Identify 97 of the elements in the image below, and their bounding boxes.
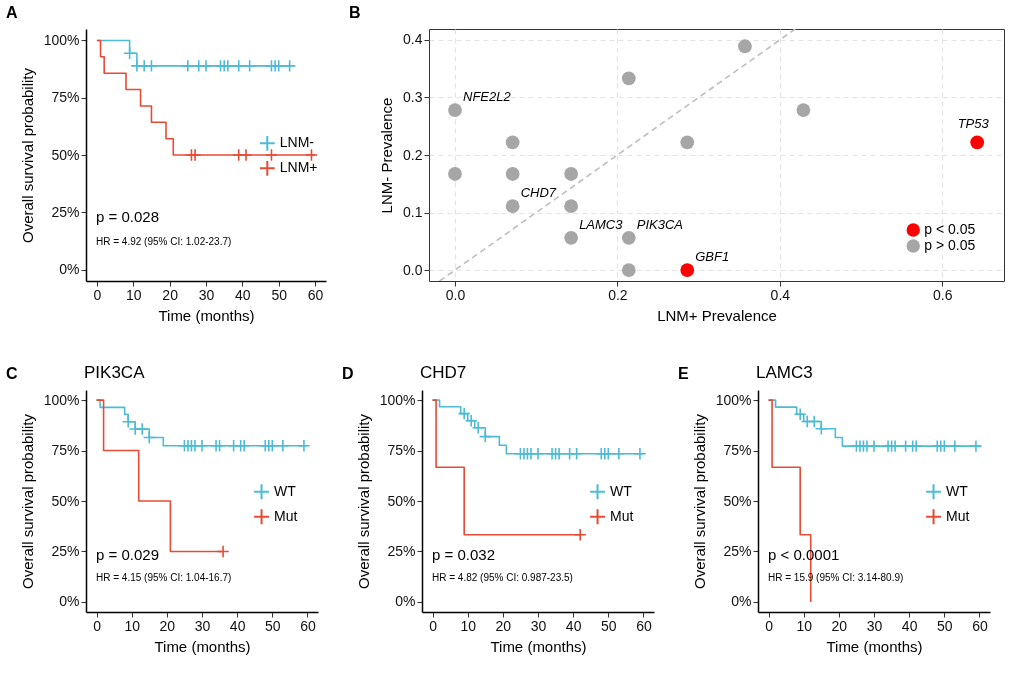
legend-label: WT (610, 482, 633, 499)
x-axis-title: Time (months) (158, 306, 255, 324)
y-axis-title: LNM- Prevalence (378, 97, 396, 214)
x-tick-label: 0 (765, 617, 774, 634)
text: D (342, 365, 354, 382)
annotation: NFE2L2 (462, 89, 512, 105)
y-tick-label: 75% (51, 442, 80, 459)
legend-label: LNM+ (279, 159, 318, 176)
x-tick-label: 0.0 (445, 286, 466, 303)
x-tick-label: 0 (93, 286, 102, 303)
y-tick-label: 0.1 (403, 204, 423, 221)
x-tick-label: 50 (265, 617, 281, 634)
y-tick-label: 25% (51, 542, 80, 559)
y-tick-label: 0% (395, 593, 416, 610)
y-tick-label: 50% (387, 492, 416, 509)
annotation: TP53 (957, 116, 990, 132)
x-tick-label: 20 (159, 617, 176, 634)
annotation: p = 0.032 (432, 546, 495, 564)
x-tick-label: 20 (162, 286, 179, 303)
x-axis-title: Time (months) (490, 637, 587, 655)
y-tick-label: 75% (387, 442, 416, 459)
y-tick-label: 0% (59, 593, 80, 610)
y-tick-label: 100% (43, 31, 80, 48)
legend-label: p > 0.05 (924, 237, 976, 254)
x-tick-label: 50 (601, 617, 617, 634)
y-tick-label: 50% (723, 492, 752, 509)
x-tick-label: 10 (124, 617, 141, 634)
x-tick-label: 50 (937, 617, 953, 634)
annotation: HR = 4.15 (95% CI: 1.04-16.7) (96, 571, 232, 583)
x-axis-title: Time (months) (826, 637, 923, 655)
x-tick-label: 30 (194, 617, 211, 634)
x-tick-label: 40 (229, 617, 246, 634)
annotation: p = 0.029 (96, 546, 159, 564)
x-axis-title: Time (months) (154, 637, 251, 655)
y-tick-label: 25% (723, 542, 752, 559)
x-tick-label: 0.2 (608, 286, 628, 303)
x-tick-label: 0.4 (770, 286, 791, 303)
legend-label: WT (946, 482, 969, 499)
chart-title: LAMC3 (756, 363, 813, 382)
y-tick-label: 0.3 (403, 88, 423, 105)
text: E (678, 365, 689, 382)
annotation: CHD7 (520, 185, 557, 201)
legend-label: LNM- (279, 134, 315, 151)
y-tick-label: 0.2 (403, 146, 423, 163)
y-axis-title: Overall survival probability (690, 413, 708, 590)
legend-label: Mut (274, 507, 298, 524)
text: C (6, 365, 18, 382)
chart-title: PIK3CA (84, 363, 146, 382)
y-tick-label: 25% (51, 203, 80, 220)
y-axis-title: Overall survival probability (354, 413, 372, 590)
y-tick-label: 0.4 (403, 31, 423, 48)
y-tick-label: 25% (387, 542, 416, 559)
x-tick-label: 0 (93, 617, 102, 634)
x-tick-label: 10 (460, 617, 477, 634)
legend-label: Mut (610, 507, 634, 524)
annotation: LAMC3 (579, 216, 624, 232)
x-tick-label: 10 (796, 617, 813, 634)
y-axis-title: Overall survival probability (18, 67, 36, 244)
x-tick-label: 20 (831, 617, 848, 634)
annotation: PIK3CA (636, 216, 684, 232)
x-tick-label: 60 (636, 617, 652, 634)
x-axis-title: LNM+ Prevalence (657, 306, 777, 324)
x-tick-label: 40 (565, 617, 582, 634)
annotation: HR = 4.92 (95% CI: 1.02-23.7) (96, 235, 232, 247)
legend-label: Mut (946, 507, 970, 524)
legend-label: p < 0.05 (924, 221, 976, 238)
y-tick-label: 100% (715, 391, 752, 408)
x-tick-label: 0.6 (933, 286, 953, 303)
x-tick-label: 60 (307, 286, 324, 303)
y-tick-label: 0% (731, 593, 752, 610)
x-tick-label: 30 (198, 286, 215, 303)
x-tick-label: 60 (972, 617, 988, 634)
legend-label: WT (274, 482, 297, 499)
x-tick-label: 40 (235, 286, 251, 303)
text: B (349, 4, 361, 21)
y-tick-label: 0.0 (403, 261, 423, 278)
text: A (6, 4, 18, 21)
x-tick-label: 20 (495, 617, 512, 634)
annotation: GBF1 (695, 249, 730, 265)
y-tick-label: 75% (51, 89, 80, 106)
x-tick-label: 40 (901, 617, 918, 634)
y-tick-label: 75% (723, 442, 752, 459)
x-tick-label: 60 (300, 617, 316, 634)
x-tick-label: 50 (271, 286, 288, 303)
y-tick-label: 0% (59, 261, 80, 278)
y-tick-label: 50% (51, 146, 80, 163)
x-tick-label: 30 (530, 617, 547, 634)
x-tick-label: 0 (429, 617, 438, 634)
y-tick-label: 100% (43, 391, 80, 408)
x-tick-label: 10 (125, 286, 142, 303)
x-tick-label: 30 (866, 617, 883, 634)
annotation: HR = 4.82 (95% CI: 0.987-23.5) (432, 571, 573, 583)
y-tick-label: 100% (379, 391, 416, 408)
annotation: p = 0.028 (96, 207, 159, 225)
y-tick-label: 50% (51, 492, 80, 509)
chart-title: CHD7 (420, 363, 467, 382)
y-axis-title: Overall survival probability (18, 413, 36, 590)
